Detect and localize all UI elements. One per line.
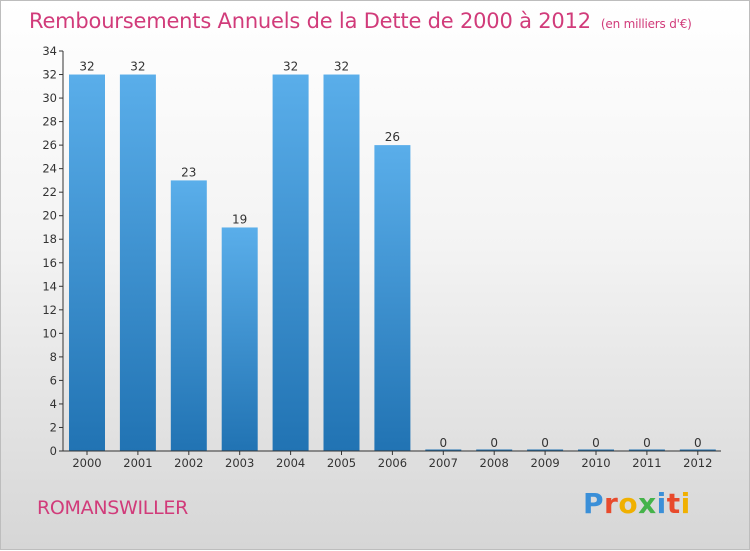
y-tick-label: 0	[50, 444, 57, 458]
data-label-2004: 32	[283, 60, 298, 74]
y-tick-label: 30	[42, 91, 57, 105]
x-tick-label-2004: 2004	[276, 456, 305, 470]
data-label-2005: 32	[334, 60, 349, 74]
x-tick-label-2011: 2011	[632, 456, 661, 470]
x-tick-label-2007: 2007	[429, 456, 458, 470]
y-tick-label: 2	[50, 420, 57, 434]
bar-2000[interactable]	[69, 74, 105, 451]
y-tick-label: 32	[42, 68, 57, 82]
x-tick-label-2010: 2010	[581, 456, 610, 470]
x-tick-label-2001: 2001	[123, 456, 152, 470]
bar-2002[interactable]	[170, 180, 207, 452]
y-tick-label: 34	[42, 44, 57, 58]
data-label-2001: 32	[130, 60, 145, 74]
data-label-2006: 26	[385, 130, 400, 144]
x-tick-label-2006: 2006	[378, 456, 407, 470]
brand-letter: o	[618, 487, 639, 520]
brand-letter: t	[666, 487, 681, 520]
data-label-2009: 0	[541, 436, 549, 450]
data-label-2010: 0	[592, 436, 600, 450]
y-tick-label: 8	[50, 350, 57, 364]
city-name: ROMANSWILLER	[37, 497, 188, 519]
y-tick-label: 18	[42, 232, 57, 246]
data-label-2008: 0	[490, 436, 498, 450]
y-tick-label: 22	[42, 185, 57, 199]
x-tick-label-2000: 2000	[72, 456, 101, 470]
bar-2010[interactable]	[578, 449, 614, 452]
chart-title: Remboursements Annuels de la Dette de 20…	[29, 9, 692, 33]
brand-letter: i	[680, 487, 691, 520]
data-label-2003: 19	[232, 212, 247, 226]
x-tick-label-2002: 2002	[174, 456, 203, 470]
y-tick-label: 4	[50, 397, 57, 411]
x-axis: 2000 2001 2002 2003 2004 2005 2006 2007 2008 2009…	[63, 450, 721, 470]
bar-2009[interactable]	[527, 449, 564, 452]
title-text: Remboursements Annuels de la Dette de 20…	[29, 9, 591, 33]
brand-letter: P	[583, 487, 605, 520]
bar-2004[interactable]	[272, 74, 309, 451]
brand-letter: i	[656, 487, 667, 520]
bar-2012[interactable]	[679, 449, 716, 452]
bar-2005[interactable]	[323, 74, 360, 451]
y-tick-label: 14	[42, 279, 57, 293]
bar-2006[interactable]	[374, 145, 411, 451]
x-tick-label-2003: 2003	[225, 456, 254, 470]
data-label-2011: 0	[643, 436, 651, 450]
x-tick-label-2009: 2009	[530, 456, 559, 470]
data-label-2007: 0	[439, 436, 447, 450]
y-tick-label: 20	[42, 209, 57, 223]
bars-group: 32 32 23 19 32 32 26 0 0 0 0 0 0	[69, 60, 716, 452]
y-tick-label: 12	[42, 303, 57, 317]
y-tick-label: 26	[42, 138, 57, 152]
data-label-2002: 23	[181, 165, 196, 179]
y-tick-label: 28	[42, 115, 57, 129]
x-tick-label-2012: 2012	[683, 456, 712, 470]
data-label-2000: 32	[79, 60, 94, 74]
y-tick-label: 10	[42, 326, 57, 340]
proxiti-logo[interactable]: Proxiti	[583, 487, 691, 520]
bar-2003[interactable]	[221, 227, 258, 451]
x-tick-label-2005: 2005	[327, 456, 356, 470]
y-tick-label: 6	[50, 373, 57, 387]
data-label-2012: 0	[694, 436, 702, 450]
bar-2001[interactable]	[119, 74, 156, 451]
bar-2008[interactable]	[476, 449, 513, 452]
bar-2007[interactable]	[425, 449, 462, 452]
y-tick-label: 16	[42, 256, 57, 270]
x-tick-label-2008: 2008	[480, 456, 509, 470]
y-tick-label: 24	[42, 162, 57, 176]
title-unit: (en milliers d'€)	[600, 17, 692, 31]
bar-2011[interactable]	[628, 449, 665, 452]
brand-letter: x	[638, 487, 657, 520]
brand-letter: r	[604, 487, 619, 520]
